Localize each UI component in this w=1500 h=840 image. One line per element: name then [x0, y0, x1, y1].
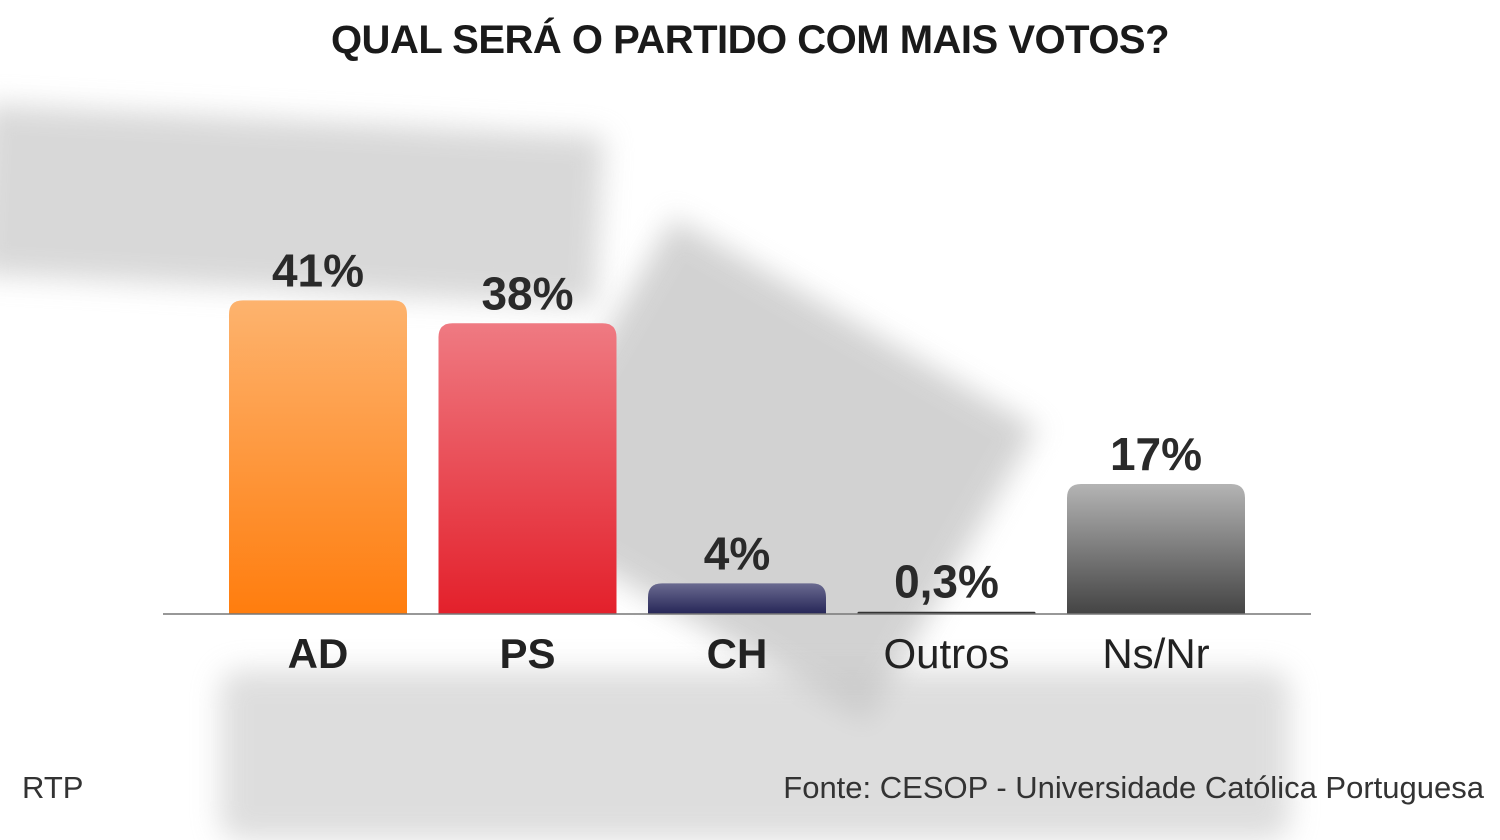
bar-ps [438, 323, 617, 614]
data-label: 41% [272, 244, 364, 296]
data-label: 4% [704, 527, 770, 579]
data-label: 38% [481, 267, 573, 319]
chart-title: QUAL SERÁ O PARTIDO COM MAIS VOTOS? [330, 18, 1170, 62]
category-label: Outros [883, 630, 1009, 677]
category-label: CH [707, 630, 768, 677]
bar-ns-nr [1067, 483, 1245, 614]
bar-chart: 41% AD 38% PS 4% CH 0,3% Outros 17% Ns/Nr [163, 244, 1311, 677]
footer-brand: RTP [22, 770, 84, 805]
bar-ch [648, 583, 826, 614]
footer-source: Fonte: CESOP - Universidade Católica Por… [783, 770, 1484, 805]
background-shape [220, 670, 1290, 840]
data-label: 17% [1110, 428, 1202, 480]
category-label: Ns/Nr [1102, 630, 1209, 677]
category-label: AD [288, 630, 349, 677]
bar-ad [229, 300, 407, 614]
category-label: PS [499, 630, 555, 677]
data-label: 0,3% [894, 556, 999, 608]
